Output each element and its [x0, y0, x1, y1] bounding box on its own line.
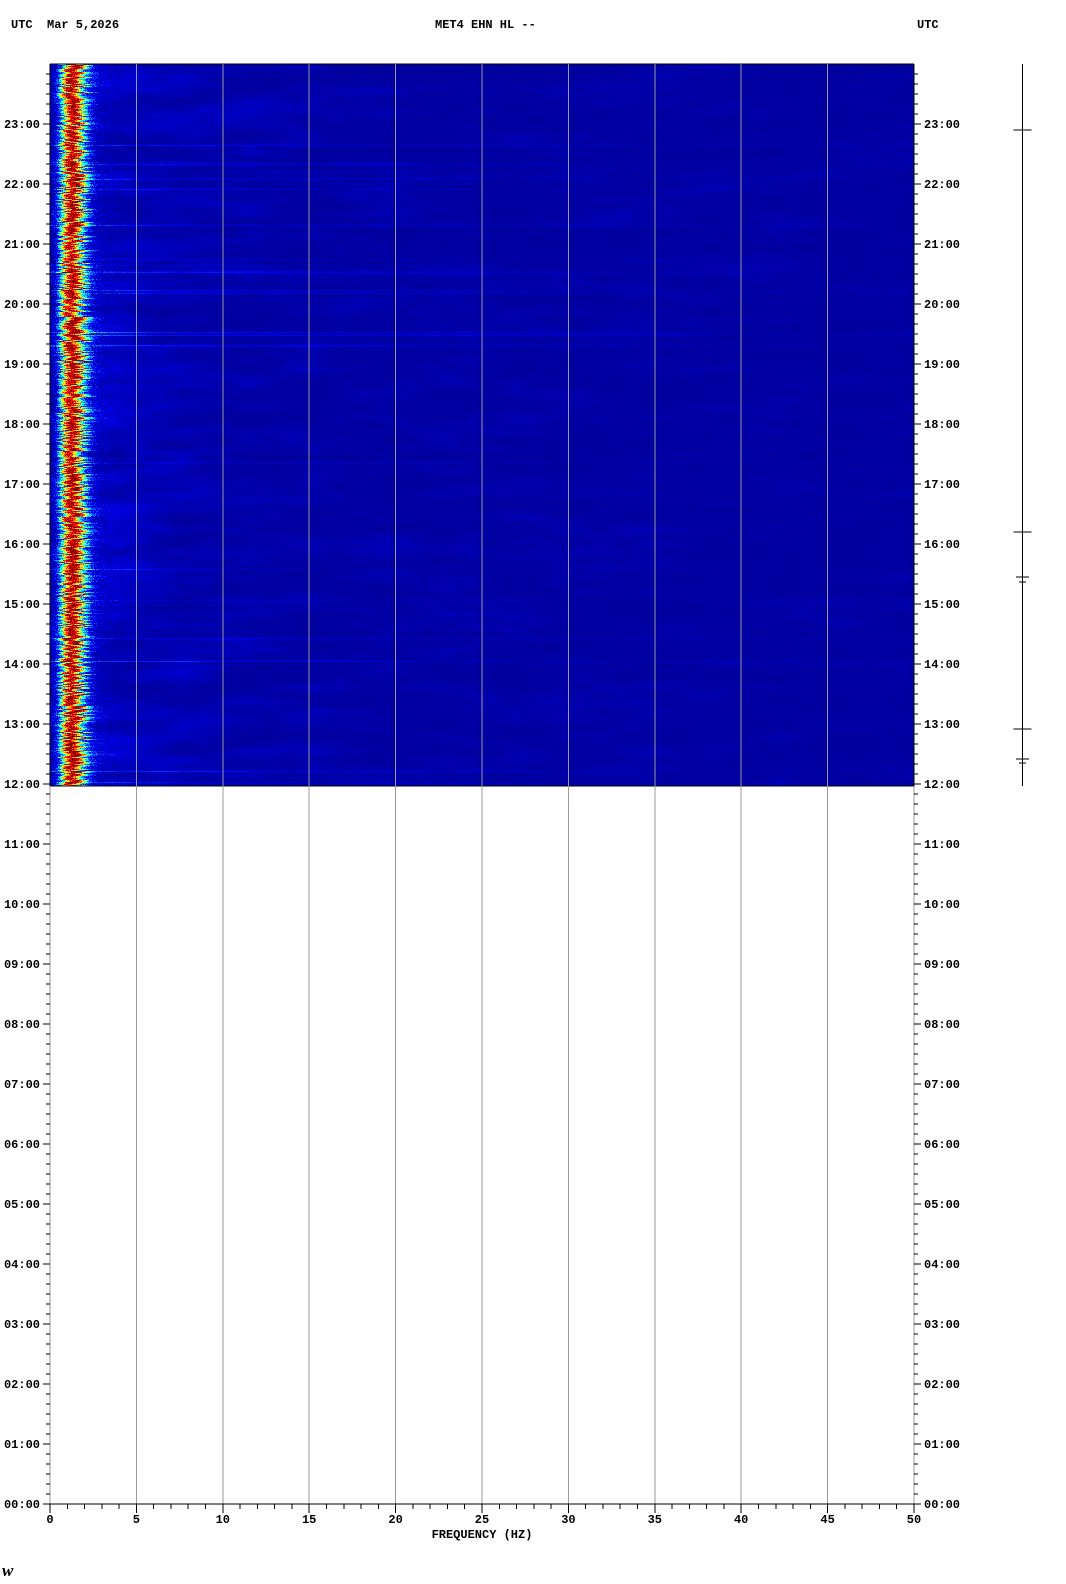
svg-text:11:00: 11:00 — [4, 838, 40, 852]
svg-text:21:00: 21:00 — [924, 238, 960, 252]
svg-text:10:00: 10:00 — [4, 898, 40, 912]
svg-text:14:00: 14:00 — [4, 658, 40, 672]
svg-text:12:00: 12:00 — [4, 778, 40, 792]
svg-text:09:00: 09:00 — [924, 958, 960, 972]
svg-text:20:00: 20:00 — [924, 298, 960, 312]
svg-text:18:00: 18:00 — [4, 418, 40, 432]
svg-text:06:00: 06:00 — [924, 1138, 960, 1152]
svg-text:08:00: 08:00 — [4, 1018, 40, 1032]
svg-text:w: w — [2, 1561, 14, 1580]
svg-text:15: 15 — [302, 1513, 316, 1527]
svg-text:50: 50 — [907, 1513, 921, 1527]
svg-text:16:00: 16:00 — [924, 538, 960, 552]
svg-text:10: 10 — [216, 1513, 230, 1527]
svg-text:40: 40 — [734, 1513, 748, 1527]
svg-text:19:00: 19:00 — [4, 358, 40, 372]
svg-text:06:00: 06:00 — [4, 1138, 40, 1152]
svg-text:13:00: 13:00 — [4, 718, 40, 732]
svg-text:01:00: 01:00 — [924, 1438, 960, 1452]
svg-text:5: 5 — [133, 1513, 140, 1527]
svg-text:08:00: 08:00 — [924, 1018, 960, 1032]
svg-text:00:00: 00:00 — [924, 1498, 960, 1512]
svg-text:15:00: 15:00 — [924, 598, 960, 612]
svg-text:25: 25 — [475, 1513, 489, 1527]
svg-text:17:00: 17:00 — [4, 478, 40, 492]
svg-text:12:00: 12:00 — [924, 778, 960, 792]
svg-text:02:00: 02:00 — [4, 1378, 40, 1392]
svg-text:09:00: 09:00 — [4, 958, 40, 972]
svg-text:35: 35 — [648, 1513, 662, 1527]
svg-text:0: 0 — [46, 1513, 53, 1527]
svg-text:14:00: 14:00 — [924, 658, 960, 672]
svg-text:01:00: 01:00 — [4, 1438, 40, 1452]
svg-text:23:00: 23:00 — [4, 118, 40, 132]
svg-text:21:00: 21:00 — [4, 238, 40, 252]
svg-text:45: 45 — [820, 1513, 834, 1527]
svg-text:02:00: 02:00 — [924, 1378, 960, 1392]
svg-text:13:00: 13:00 — [924, 718, 960, 732]
svg-text:04:00: 04:00 — [4, 1258, 40, 1272]
svg-text:17:00: 17:00 — [924, 478, 960, 492]
svg-text:05:00: 05:00 — [924, 1198, 960, 1212]
svg-text:05:00: 05:00 — [4, 1198, 40, 1212]
svg-text:19:00: 19:00 — [924, 358, 960, 372]
svg-text:30: 30 — [561, 1513, 575, 1527]
svg-text:18:00: 18:00 — [924, 418, 960, 432]
svg-text:20:00: 20:00 — [4, 298, 40, 312]
svg-text:07:00: 07:00 — [4, 1078, 40, 1092]
svg-text:20: 20 — [388, 1513, 402, 1527]
svg-text:15:00: 15:00 — [4, 598, 40, 612]
svg-text:16:00: 16:00 — [4, 538, 40, 552]
svg-text:23:00: 23:00 — [924, 118, 960, 132]
svg-text:11:00: 11:00 — [924, 838, 960, 852]
svg-text:07:00: 07:00 — [924, 1078, 960, 1092]
svg-text:FREQUENCY (HZ): FREQUENCY (HZ) — [432, 1528, 533, 1542]
svg-text:03:00: 03:00 — [4, 1318, 40, 1332]
svg-text:00:00: 00:00 — [4, 1498, 40, 1512]
svg-text:22:00: 22:00 — [4, 178, 40, 192]
svg-text:03:00: 03:00 — [924, 1318, 960, 1332]
svg-text:04:00: 04:00 — [924, 1258, 960, 1272]
svg-text:22:00: 22:00 — [924, 178, 960, 192]
svg-text:10:00: 10:00 — [924, 898, 960, 912]
